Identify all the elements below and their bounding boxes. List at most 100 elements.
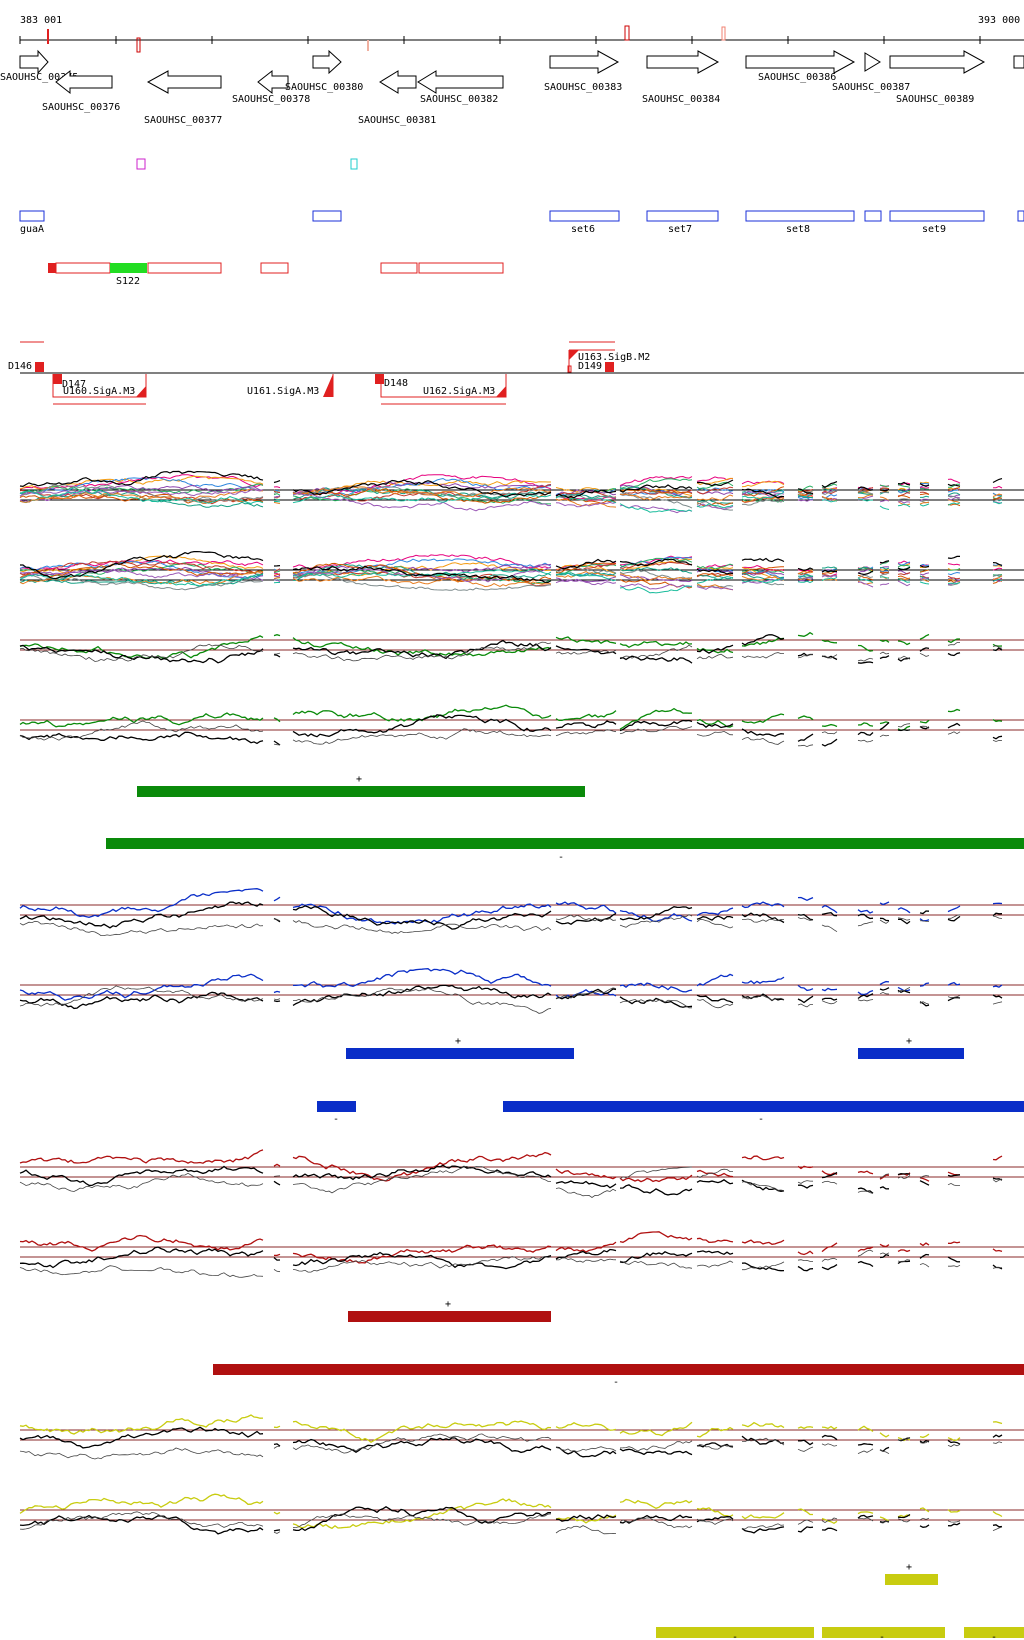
expression-trace <box>19 1246 1003 1272</box>
expression-trace <box>19 1493 1003 1530</box>
ruler-marker <box>624 25 630 41</box>
feature-label: U163.SigB.M2 <box>578 352 650 363</box>
gene-SAOUHSC_00384[interactable]: SAOUHSC_00384 <box>642 50 720 105</box>
marker-magenta[interactable] <box>136 158 146 170</box>
gene-label: SAOUHSC_00383 <box>544 82 622 93</box>
expression-trace <box>19 1249 1003 1278</box>
expression-panels <box>19 470 1024 1535</box>
gene-SAOUHSC_00381[interactable]: SAOUHSC_00381 <box>358 70 436 126</box>
segment-box[interactable] <box>55 262 111 274</box>
blue-plus-bar[interactable] <box>346 1048 574 1059</box>
gene-SAOUHSC_00375[interactable]: SAOUHSC_00375 <box>0 49 78 83</box>
gene-SAOUHSC_00378[interactable]: SAOUHSC_00378 <box>232 69 310 105</box>
gene-SAOUHSC_00387[interactable]: SAOUHSC_00387 <box>832 52 910 93</box>
gene-label: SAOUHSC_00378 <box>232 94 310 105</box>
segment-track: S122 <box>48 262 504 287</box>
expression-trace <box>19 568 1003 594</box>
expression-trace <box>19 1164 1003 1196</box>
expression-trace <box>19 714 1003 747</box>
expression-trace <box>20 551 1003 584</box>
segment-box[interactable] <box>418 262 504 274</box>
expression-trace <box>19 567 1003 591</box>
red-minus-bar[interactable] <box>213 1364 1024 1375</box>
operon-box[interactable] <box>1017 210 1024 222</box>
operon-label: set7 <box>668 224 692 235</box>
red-plus-bar[interactable] <box>348 1311 551 1322</box>
operon-set7[interactable] <box>646 210 719 222</box>
green-plus-bar[interactable] <box>137 786 585 797</box>
segment-start[interactable] <box>48 263 56 273</box>
gene-SAOUHSC_00377[interactable]: SAOUHSC_00377 <box>144 70 222 126</box>
segment-S122[interactable] <box>110 263 147 273</box>
feature-D147[interactable] <box>53 374 62 384</box>
expression-trace <box>19 1511 1003 1535</box>
feature-U163[interactable] <box>567 341 615 373</box>
gene-SAOUHSC_00380[interactable]: SAOUHSC_00380 <box>285 49 363 93</box>
operon-set8[interactable] <box>745 210 855 222</box>
operon-box[interactable] <box>312 210 342 222</box>
expression-trace <box>19 985 1003 1014</box>
gene-partial-right[interactable] <box>1013 55 1024 69</box>
expression-trace <box>19 968 1003 1001</box>
blue-minus-bar[interactable] <box>503 1101 1024 1112</box>
operon-guaA[interactable] <box>19 210 45 222</box>
operon-label: guaA <box>20 224 44 235</box>
expression-trace <box>19 914 1003 936</box>
feature-label: U162.SigA.M3 <box>423 386 495 397</box>
strand-plus-label: + <box>445 1299 451 1310</box>
operon-set6[interactable] <box>549 210 620 222</box>
expression-trace <box>19 554 1003 577</box>
yellow-plus-bar[interactable] <box>885 1574 938 1585</box>
expression-trace <box>19 1165 1003 1198</box>
blue-minus-bar[interactable] <box>317 1101 356 1112</box>
segment-box[interactable] <box>380 262 418 274</box>
expression-trace <box>19 489 1003 513</box>
feature-label: U160.SigA.M3 <box>63 386 135 397</box>
yellow-minus-bar[interactable] <box>822 1627 945 1638</box>
expression-trace <box>19 484 1003 511</box>
gene-label: SAOUHSC_00376 <box>42 102 120 113</box>
gene-SAOUHSC_00383[interactable]: SAOUHSC_00383 <box>544 50 622 93</box>
yellow-minus-bar[interactable] <box>964 1627 1024 1638</box>
ruler-marker <box>367 40 369 51</box>
feature-U161[interactable] <box>323 374 334 397</box>
segment-box[interactable] <box>147 262 222 274</box>
blue-plus-bar[interactable] <box>858 1048 964 1059</box>
expression-trace <box>19 720 1003 748</box>
marker-cyan[interactable] <box>350 158 358 170</box>
feature-label: D148 <box>384 378 408 389</box>
gene-SAOUHSC_00382[interactable]: SAOUHSC_00382 <box>417 70 504 105</box>
expression-trace <box>19 704 1003 731</box>
feature-D146[interactable] <box>35 362 44 372</box>
feature-D149[interactable] <box>605 362 614 372</box>
strand-minus-label: - <box>732 1632 738 1640</box>
segment-box[interactable] <box>260 262 289 274</box>
feature-label: D147 <box>62 379 86 390</box>
expression-trace <box>19 474 1003 501</box>
feature-track: D146 D147 U160.SigA.M3 U161.SigA.M3 D148… <box>8 341 1024 405</box>
segment-label: S122 <box>116 276 140 287</box>
gene-label: SAOUHSC_00382 <box>420 94 498 105</box>
gene-SAOUHSC_00386[interactable]: SAOUHSC_00386 <box>745 50 856 83</box>
operon-box[interactable] <box>864 210 882 222</box>
strand-minus-label: - <box>879 1632 885 1640</box>
strand-plus-label: + <box>906 1562 912 1573</box>
feature-U162[interactable] <box>380 374 507 405</box>
feature-D148[interactable] <box>375 374 384 384</box>
green-minus-bar[interactable] <box>106 838 1024 849</box>
strand-minus-label: - <box>613 1377 619 1388</box>
gene-SAOUHSC_00376[interactable]: SAOUHSC_00376 <box>42 69 120 113</box>
expression-trace <box>19 631 1003 660</box>
feature-U160[interactable] <box>52 374 147 405</box>
expression-trace <box>19 984 1003 1010</box>
coordinate-ruler: 383 001 393 000 <box>19 15 1024 53</box>
yellow-minus-bar[interactable] <box>656 1627 814 1638</box>
gene-label: SAOUHSC_00381 <box>358 115 436 126</box>
gene-label: SAOUHSC_00375 <box>0 72 78 83</box>
expression-trace <box>19 1506 1003 1535</box>
operon-set9[interactable] <box>889 210 985 222</box>
expression-trace <box>19 1414 1003 1443</box>
gene-SAOUHSC_00389[interactable]: SAOUHSC_00389 <box>889 50 986 105</box>
strand-plus-label: + <box>356 774 362 785</box>
